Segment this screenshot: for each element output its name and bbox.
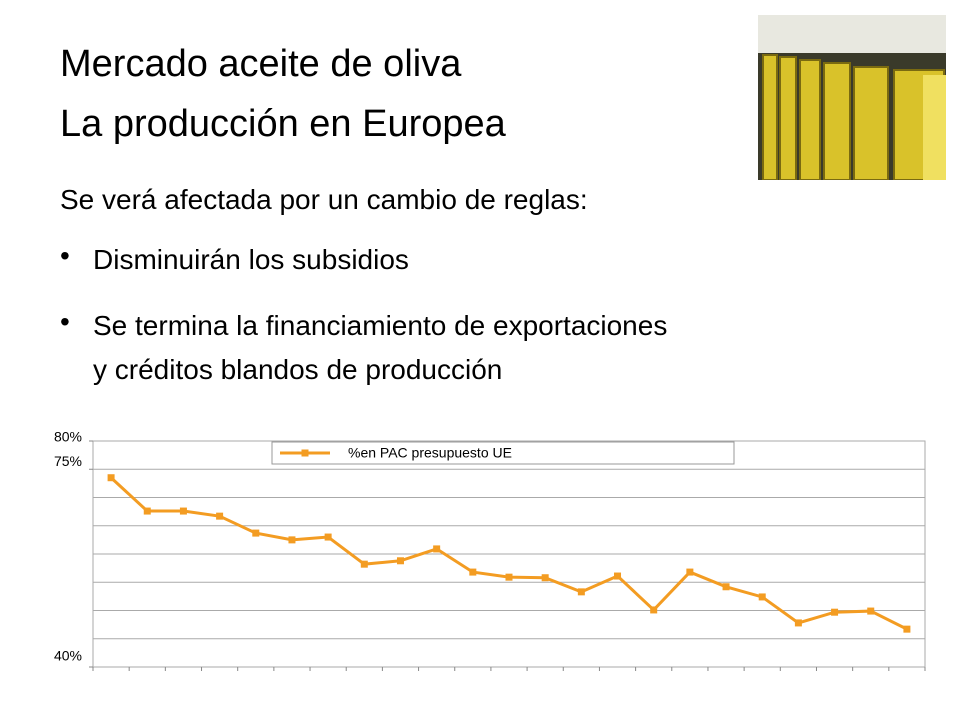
legend-marker xyxy=(301,449,309,457)
intro-text: Se verá afectada por un cambio de reglas… xyxy=(60,184,588,215)
y-tick-label: 80% xyxy=(54,429,82,445)
point xyxy=(505,573,513,581)
point xyxy=(903,625,911,633)
point xyxy=(324,533,332,541)
point xyxy=(614,572,622,580)
legend-label: %en PAC presupuesto UE xyxy=(348,445,512,461)
point xyxy=(216,512,224,520)
point xyxy=(758,593,766,601)
point xyxy=(469,568,477,576)
bullet-dot: • xyxy=(60,306,70,337)
point xyxy=(252,529,260,537)
title-line: La producción en Europea xyxy=(60,103,506,145)
point xyxy=(650,606,658,614)
point xyxy=(396,557,404,565)
point xyxy=(722,583,730,591)
bullet-text: Se termina la financiamiento de exportac… xyxy=(93,310,668,341)
point xyxy=(360,560,368,568)
point xyxy=(577,588,585,596)
bullet-text: Disminuirán los subsidios xyxy=(93,244,409,275)
bullet-text: y créditos blandos de producción xyxy=(93,354,503,385)
point xyxy=(179,507,187,515)
point xyxy=(143,507,151,515)
chart: 80% 75% 40% %en PAC presupuesto UE xyxy=(54,429,926,671)
title-line: Mercado aceite de oliva xyxy=(60,43,462,85)
point xyxy=(831,608,839,616)
point xyxy=(107,474,115,482)
point xyxy=(433,545,441,553)
point xyxy=(867,607,875,615)
y-tick-label: 75% xyxy=(54,453,82,469)
point xyxy=(288,536,296,544)
point xyxy=(794,619,802,627)
photo xyxy=(758,15,946,180)
y-tick-label: 40% xyxy=(54,648,82,664)
point xyxy=(541,574,549,582)
bullet-dot: • xyxy=(60,240,70,271)
legend-box xyxy=(271,441,735,465)
point xyxy=(686,568,694,576)
